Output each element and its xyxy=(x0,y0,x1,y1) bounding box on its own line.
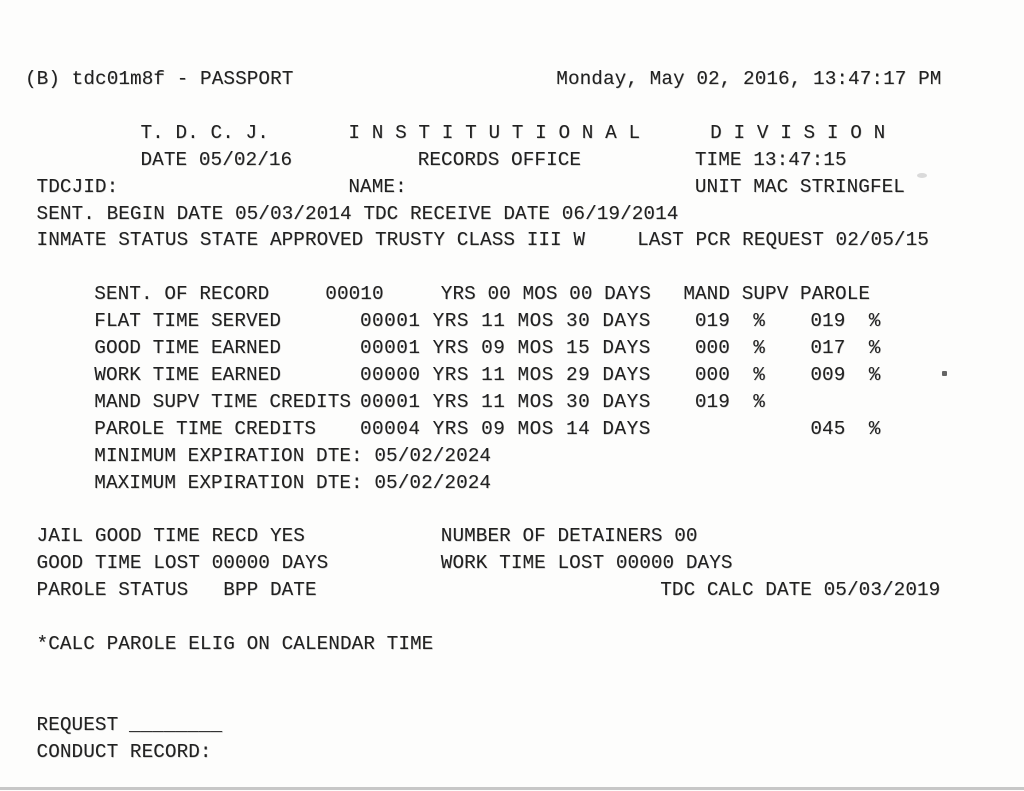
tdcjid-label: TDCJID: xyxy=(36,175,119,198)
sentence-row-duration: 00004 YRS 09 MOS 14 DAYS xyxy=(359,417,651,440)
request-label: REQUEST xyxy=(36,713,119,736)
sentence-row-label: MAND SUPV TIME CREDITS xyxy=(94,390,352,413)
sentence-row-label: WORK TIME EARNED xyxy=(94,363,282,386)
sentence-row-duration: 00001 YRS 11 MOS 30 DAYS xyxy=(359,390,651,413)
sentence-record-label: SENT. OF RECORD xyxy=(94,283,270,306)
sentence-row-duration: 00001 YRS 09 MOS 15 DAYS xyxy=(359,337,651,359)
header-datetime: Monday, May 02, 2016, 13:47:17 PM xyxy=(556,68,942,90)
agency-title: T. D. C. J. xyxy=(140,121,269,144)
tdc-calc-date: TDC CALC DATE 05/03/2019 xyxy=(660,579,941,602)
sentence-row-label: GOOD TIME EARNED xyxy=(94,337,282,359)
division-title: I N S T I T U T I O N A L D I V I S I O … xyxy=(348,121,886,144)
sentence-row-label: FLAT TIME SERVED xyxy=(94,310,282,333)
jail-good-time-recd: JAIL GOOD TIME RECD YES xyxy=(36,525,305,548)
scan-smudge xyxy=(917,173,927,178)
report-date: DATE 05/02/16 xyxy=(140,148,293,171)
inmate-status: INMATE STATUS STATE APPROVED TRUSTY CLAS… xyxy=(36,229,586,252)
sentence-record-duration: YRS 00 MOS 00 DAYS xyxy=(440,283,651,306)
sentence-row-label: PAROLE TIME CREDITS xyxy=(94,417,317,440)
number-of-detainers: NUMBER OF DETAINERS 00 xyxy=(440,525,698,548)
scan-speck xyxy=(942,371,947,376)
sentence-record-value: 00010 xyxy=(325,283,384,306)
unit-field: UNIT MAC STRINGFEL xyxy=(694,175,905,198)
sentence-row-duration: 00001 YRS 11 MOS 30 DAYS xyxy=(359,310,651,333)
good-time-lost: GOOD TIME LOST 00000 DAYS xyxy=(36,552,329,575)
report-time: TIME 13:47:15 xyxy=(694,148,847,171)
sentence-row-duration: 00000 YRS 11 MOS 29 DAYS xyxy=(359,363,651,386)
sentence-row-mand-percent: 019 % xyxy=(694,310,765,333)
sentence-row-mand-percent: 000 % xyxy=(694,363,765,386)
calc-parole-note: *CALC PAROLE ELIG ON CALENDAR TIME xyxy=(36,632,434,655)
last-pcr-request: LAST PCR REQUEST 02/05/15 xyxy=(637,229,929,252)
sentence-begin-receive-dates: SENT. BEGIN DATE 05/03/2014 TDC RECEIVE … xyxy=(36,202,679,225)
minimum-expiration-date: MINIMUM EXPIRATION DTE: 05/02/2024 xyxy=(94,444,492,467)
sentence-row-mand-percent: 000 % xyxy=(694,337,765,359)
parole-status-bpp-date: PAROLE STATUS BPP DATE xyxy=(36,579,317,602)
sentence-row-parole-percent: 009 % xyxy=(810,363,881,386)
table-column-headers: MAND SUPV PAROLE xyxy=(683,283,871,306)
maximum-expiration-date: MAXIMUM EXPIRATION DTE: 05/02/2024 xyxy=(94,471,492,494)
sentence-row-mand-percent: 019 % xyxy=(694,390,765,413)
name-label: NAME: xyxy=(348,175,407,198)
conduct-record-label: CONDUCT RECORD: xyxy=(36,740,212,763)
request-blank-line: ________ xyxy=(128,713,223,736)
work-time-lost: WORK TIME LOST 00000 DAYS xyxy=(440,552,733,575)
sentence-row-parole-percent: 019 % xyxy=(810,310,881,333)
sentence-row-parole-percent: 017 % xyxy=(810,337,881,359)
scan-bottom-edge xyxy=(0,787,1024,790)
sentence-row-parole-percent: 045 % xyxy=(810,417,881,440)
screen-id: (B) tdc01m8f - PASSPORT xyxy=(25,68,294,90)
records-office-title: RECORDS OFFICE xyxy=(417,148,582,171)
